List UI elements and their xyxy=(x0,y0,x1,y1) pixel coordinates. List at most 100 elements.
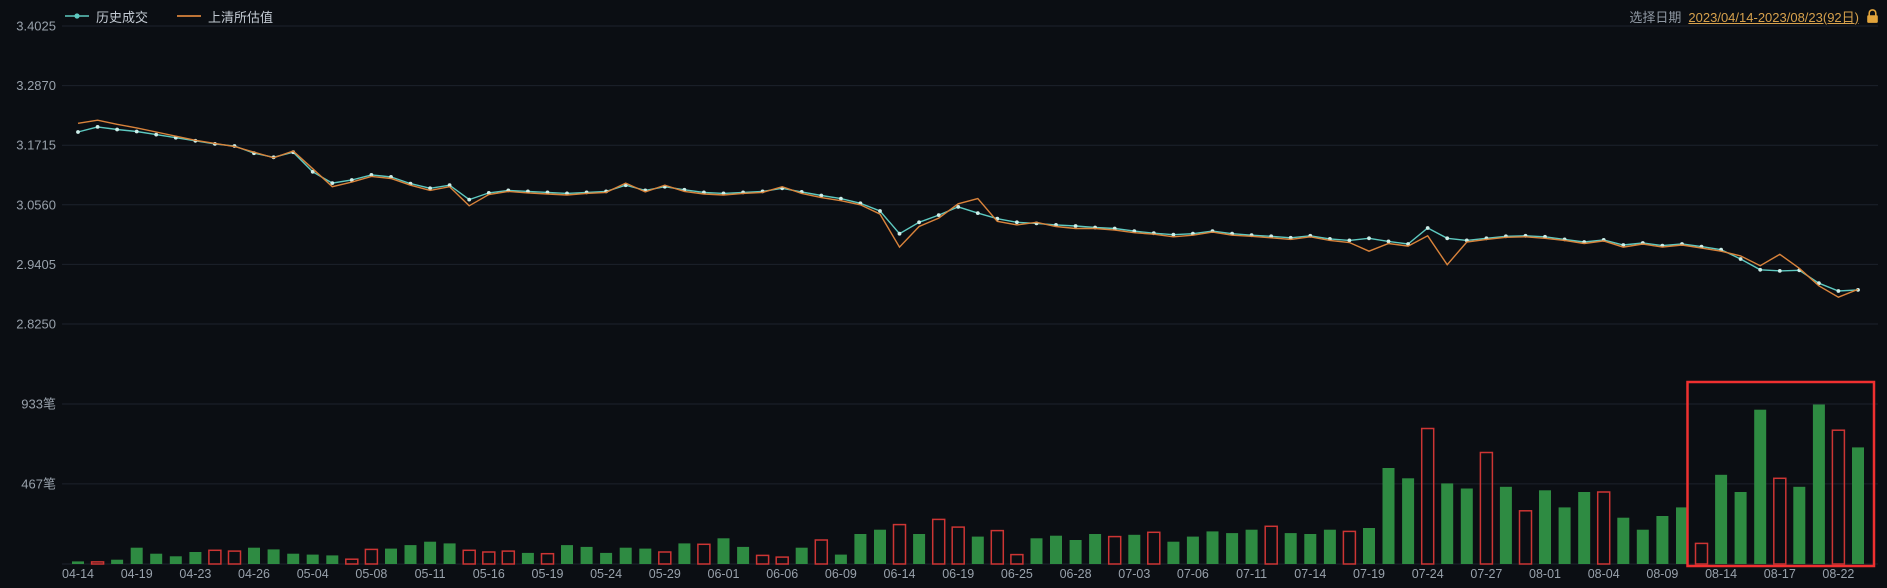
volume-bar[interactable] xyxy=(521,552,534,564)
volume-bar[interactable] xyxy=(1518,510,1533,565)
history-point[interactable] xyxy=(1386,239,1391,244)
legend-item-history[interactable]: 历史成交 xyxy=(64,7,148,26)
volume-bar[interactable] xyxy=(130,547,143,564)
volume-bar[interactable] xyxy=(1186,536,1199,564)
volume-bar[interactable] xyxy=(639,548,652,564)
volume-bar[interactable] xyxy=(1107,535,1122,565)
history-point[interactable] xyxy=(1367,236,1371,241)
volume-bar[interactable] xyxy=(1676,507,1688,564)
volume-bar[interactable] xyxy=(90,561,105,565)
volume-bar[interactable] xyxy=(600,552,613,564)
history-point[interactable] xyxy=(917,220,921,225)
volume-bar[interactable] xyxy=(1264,525,1278,565)
volume-bar[interactable] xyxy=(854,534,867,564)
history-point[interactable] xyxy=(115,127,119,132)
lock-icon[interactable] xyxy=(1866,8,1879,24)
history-point[interactable] xyxy=(1347,238,1352,243)
volume-bar[interactable] xyxy=(1578,492,1591,564)
volume-bar[interactable] xyxy=(1128,534,1141,564)
volume-bar[interactable] xyxy=(795,547,808,564)
volume-bar[interactable] xyxy=(717,538,730,564)
volume-bar[interactable] xyxy=(1460,488,1473,565)
volume-bar[interactable] xyxy=(1499,486,1512,564)
volume-bar[interactable] xyxy=(951,526,965,565)
history-point[interactable] xyxy=(310,169,315,174)
volume-bar[interactable] xyxy=(287,553,300,564)
history-point[interactable] xyxy=(95,125,100,129)
volume-bar[interactable] xyxy=(424,541,437,564)
history-point[interactable] xyxy=(897,231,902,236)
volume-bar[interactable] xyxy=(1382,468,1395,564)
volume-bar[interactable] xyxy=(1245,529,1258,564)
volume-bar[interactable] xyxy=(697,543,711,565)
volume-bar[interactable] xyxy=(737,546,750,564)
history-point[interactable] xyxy=(819,193,824,198)
volume-bar[interactable] xyxy=(306,554,319,564)
volume-bar[interactable] xyxy=(755,554,770,565)
volume-bar[interactable] xyxy=(1754,409,1767,564)
history-point[interactable] xyxy=(936,213,941,218)
volume-bar[interactable] xyxy=(364,548,379,565)
history-point[interactable] xyxy=(975,211,980,216)
volume-bar[interactable] xyxy=(1069,540,1082,564)
history-point[interactable] xyxy=(1621,243,1626,247)
volume-bar[interactable] xyxy=(404,545,417,564)
volume-bar[interactable] xyxy=(1420,427,1435,565)
volume-bar[interactable] xyxy=(385,548,397,564)
history-point[interactable] xyxy=(956,205,961,209)
history-point[interactable] xyxy=(76,130,80,134)
volume-bar[interactable] xyxy=(208,549,222,565)
volume-bar[interactable] xyxy=(913,534,926,564)
volume-bar[interactable] xyxy=(874,529,886,564)
volume-bar[interactable] xyxy=(619,547,632,564)
volume-bar[interactable] xyxy=(1402,478,1415,564)
volume-bar[interactable] xyxy=(1147,531,1161,565)
volume-bar[interactable] xyxy=(1636,529,1649,564)
history-point[interactable] xyxy=(839,196,843,201)
volume-bar[interactable] xyxy=(1793,486,1806,564)
volume-bar[interactable] xyxy=(1617,517,1630,564)
history-point[interactable] xyxy=(1445,236,1450,241)
volume-bar[interactable] xyxy=(1694,542,1709,565)
volume-bar[interactable] xyxy=(248,547,260,564)
volume-bar[interactable] xyxy=(678,543,691,564)
history-point[interactable] xyxy=(878,209,882,213)
history-point[interactable] xyxy=(349,178,354,182)
volume-bar[interactable] xyxy=(462,549,476,565)
volume-bar[interactable] xyxy=(1284,533,1297,564)
volume-bar[interactable] xyxy=(1831,429,1846,565)
volume-bar[interactable] xyxy=(1010,553,1024,565)
volume-bar[interactable] xyxy=(834,554,847,564)
history-point[interactable] xyxy=(1073,224,1078,228)
volume-bar[interactable] xyxy=(1734,492,1747,564)
volume-bar[interactable] xyxy=(482,551,496,565)
volume-bar[interactable] xyxy=(1539,490,1551,564)
volume-bar[interactable] xyxy=(1441,483,1454,564)
volume-bar[interactable] xyxy=(267,549,280,564)
volume-bar[interactable] xyxy=(814,539,829,565)
volume-bar[interactable] xyxy=(1363,528,1375,564)
history-point[interactable] xyxy=(1758,267,1763,272)
volume-bar[interactable] xyxy=(1323,529,1336,564)
volume-bar[interactable] xyxy=(169,556,182,564)
volume-bar[interactable] xyxy=(1030,538,1043,564)
volume-bar[interactable] xyxy=(990,529,1005,565)
volume-bar[interactable] xyxy=(345,558,359,565)
history-point[interactable] xyxy=(428,186,432,191)
volume-bar[interactable] xyxy=(72,561,84,564)
volume-bar[interactable] xyxy=(1656,516,1669,564)
volume-bar[interactable] xyxy=(1304,534,1317,564)
volume-bar[interactable] xyxy=(1226,533,1239,564)
history-point[interactable] xyxy=(467,197,472,202)
history-point[interactable] xyxy=(330,181,335,186)
volume-bar[interactable] xyxy=(561,545,573,564)
volume-bar[interactable] xyxy=(111,559,124,564)
volume-bar[interactable] xyxy=(1715,474,1728,564)
history-point[interactable] xyxy=(1836,289,1841,293)
volume-bar[interactable] xyxy=(580,546,593,564)
volume-bar[interactable] xyxy=(227,550,242,565)
volume-bar[interactable] xyxy=(658,551,672,565)
volume-bar[interactable] xyxy=(1558,507,1571,564)
legend-item-valuation[interactable]: 上清所估值 xyxy=(176,7,273,26)
